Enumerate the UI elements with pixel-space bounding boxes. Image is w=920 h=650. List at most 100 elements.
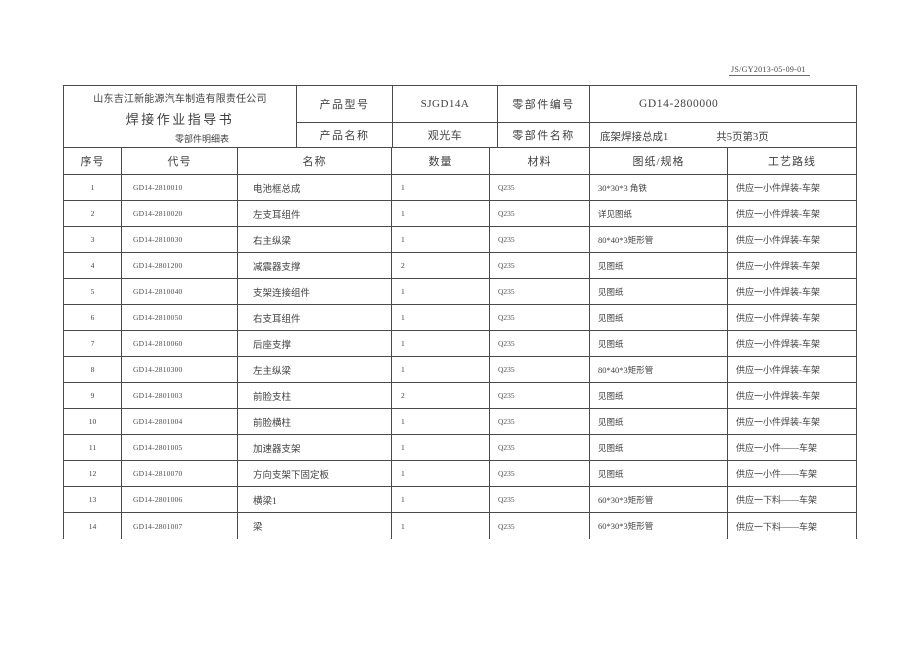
table-row: 8 GD14-2810300 左主纵梁 1 Q235 80*40*3矩形管 供应一小件焊装-…	[64, 357, 856, 383]
cell-route: 供应一小件——车架	[728, 435, 856, 461]
title-cell: 山东吉江新能源汽车制造有限责任公司 焊接作业指导书 零部件明细表	[64, 86, 297, 148]
cell-route: 供应一小件焊装-车架	[728, 409, 856, 435]
cell-material: Q235	[490, 513, 590, 539]
cell-route: 供应一小件焊装-车架	[728, 383, 856, 409]
col-header-material: 材料	[490, 148, 590, 175]
table-row: 5 GD14-2810040 支架连接组件 1 Q235 见图纸 供应一小件焊装-车架	[64, 279, 856, 305]
cell-seq: 8	[64, 357, 122, 383]
cell-seq: 13	[64, 487, 122, 513]
cell-seq: 7	[64, 331, 122, 357]
cell-qty: 1	[392, 305, 490, 331]
cell-qty: 1	[392, 513, 490, 539]
cell-route: 供应一小件焊装-车架	[728, 305, 856, 331]
table-row: 12 GD14-2810070 方向支架下固定板 1 Q235 见图纸 供应一小件——车架	[64, 461, 856, 487]
product-name-value: 观光车	[393, 123, 498, 148]
cell-route: 供应一小件焊装-车架	[728, 227, 856, 253]
cell-spec: 60*30*3矩形管	[590, 487, 728, 513]
part-number-label: 零部件编号	[498, 86, 590, 123]
col-header-qty: 数量	[392, 148, 490, 175]
col-header-seq: 序号	[64, 148, 122, 175]
cell-qty: 1	[392, 227, 490, 253]
product-name-label: 产品名称	[297, 123, 393, 148]
cell-seq: 2	[64, 201, 122, 227]
column-header-row: 序号 代号 名称 数量 材料 图纸/规格 工艺路线	[64, 148, 856, 175]
cell-code: GD14-2801004	[122, 409, 238, 435]
cell-route: 供应一小件焊装-车架	[728, 201, 856, 227]
cell-qty: 1	[392, 279, 490, 305]
cell-route: 供应一小件焊装-车架	[728, 331, 856, 357]
cell-material: Q235	[490, 201, 590, 227]
cell-route: 供应一小件焊装-车架	[728, 279, 856, 305]
cell-name: 梁	[238, 513, 392, 539]
cell-route: 供应一下料——车架	[736, 521, 818, 532]
cell-qty: 1	[392, 357, 490, 383]
cell-material: Q235	[490, 331, 590, 357]
cell-route: 供应一小件——车架	[728, 461, 856, 487]
table-row: 11 GD14-2801005 加速器支架 1 Q235 见图纸 供应一小件——车架	[64, 435, 856, 461]
cell-name: 左主纵梁	[238, 357, 392, 383]
cell-name: 加速器支架	[238, 435, 392, 461]
cell-spec: 见图纸	[590, 253, 728, 279]
cell-material: Q235	[490, 253, 590, 279]
cell-seq: 9	[64, 383, 122, 409]
cell-seq: 3	[64, 227, 122, 253]
doc-title: 焊接作业指导书	[125, 112, 235, 127]
table-body: 1 GD14-2810010 电池框总成 1 Q235 30*30*3 角铁 供应一小件焊装…	[64, 175, 856, 539]
cell-spec: 见图纸	[590, 279, 728, 305]
doc-number-stamp: JS/GY2013-05-09-01	[729, 65, 810, 76]
cell-code: GD14-2801005	[122, 435, 238, 461]
table-row: 9 GD14-2801003 前脸支柱 2 Q235 见图纸 供应一小件焊装-车架	[64, 383, 856, 409]
cell-material: Q235	[490, 175, 590, 201]
cell-spec: 30*30*3 角铁	[590, 175, 728, 201]
cell-route: 供应一小件焊装-车架	[728, 175, 856, 201]
cell-code: GD14-2801003	[122, 383, 238, 409]
cell-route: 供应一小件焊装-车架	[728, 253, 856, 279]
cell-qty: 1	[392, 331, 490, 357]
cell-spec: 60*30*3矩形管	[590, 513, 728, 539]
cell-qty: 2	[392, 253, 490, 279]
cell-material: Q235	[490, 357, 590, 383]
table-row: 3 GD14-2810030 右主纵梁 1 Q235 80*40*3矩形管 供应一小件焊装-…	[64, 227, 856, 253]
cell-code: GD14-2810030	[122, 227, 238, 253]
table-row: 13 GD14-2801006 横梁1 1 Q235 60*30*3矩形管 供应一下料——车…	[64, 487, 856, 513]
product-model-label: 产品型号	[297, 86, 393, 123]
part-name-label: 零部件名称	[498, 123, 590, 148]
col-header-code: 代号	[122, 148, 238, 175]
cell-seq: 10	[64, 409, 122, 435]
cell-spec: 见图纸	[590, 435, 728, 461]
cell-seq: 6	[64, 305, 122, 331]
cell-material: Q235	[490, 487, 590, 513]
cell-spec: 见图纸	[590, 383, 728, 409]
cell-name: 支架连接组件	[238, 279, 392, 305]
cell-seq: 5	[64, 279, 122, 305]
cell-code: GD14-2810300	[122, 357, 238, 383]
cell-qty: 1	[392, 409, 490, 435]
cell-qty: 1	[392, 201, 490, 227]
col-header-spec: 图纸/规格	[590, 148, 728, 175]
cell-code: GD14-2810040	[122, 279, 238, 305]
table-row: 2 GD14-2810020 左支耳组件 1 Q235 详见图纸 供应一小件焊装-车架	[64, 201, 856, 227]
table-row: 14 GD14-2801007 梁 1 Q235 60*30*3矩形管 供应一下料——车架	[64, 513, 856, 539]
table-row: 1 GD14-2810010 电池框总成 1 Q235 30*30*3 角铁 供应一小件焊装…	[64, 175, 856, 201]
col-header-route: 工艺路线	[728, 148, 856, 175]
cell-spec: 见图纸	[590, 409, 728, 435]
cell-name: 横梁1	[238, 487, 392, 513]
cell-name: 方向支架下固定板	[238, 461, 392, 487]
cell-name: 右主纵梁	[238, 227, 392, 253]
cell-seq: 1	[64, 175, 122, 201]
cell-material: Q235	[490, 227, 590, 253]
part-name-text: 底架焊接总成1	[600, 132, 669, 143]
cell-seq: 14	[64, 513, 122, 539]
cell-name: 电池框总成	[238, 175, 392, 201]
table-row: 7 GD14-2810060 后座支撑 1 Q235 见图纸 供应一小件焊装-车架	[64, 331, 856, 357]
cell-code: GD14-2810050	[122, 305, 238, 331]
cell-material: Q235	[490, 279, 590, 305]
cell-spec: 80*40*3矩形管	[590, 357, 728, 383]
cell-name: 前脸支柱	[238, 383, 392, 409]
cell-route: 供应一小件焊装-车架	[728, 357, 856, 383]
cell-spec: 见图纸	[590, 461, 728, 487]
cell-qty: 2	[392, 383, 490, 409]
cell-seq: 11	[64, 435, 122, 461]
cell-material: Q235	[490, 383, 590, 409]
